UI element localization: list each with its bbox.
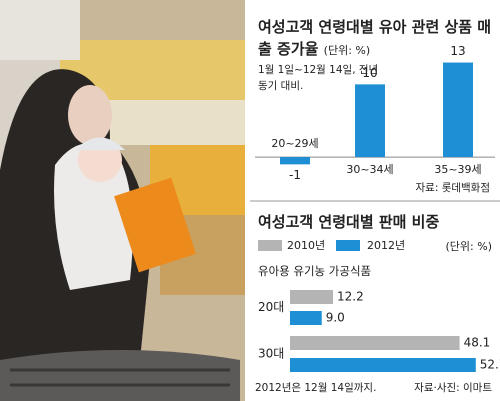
bar — [290, 336, 460, 350]
category-label: 30대 — [258, 347, 284, 361]
category-label: 30~34세 — [346, 163, 393, 176]
value-label: -1 — [289, 168, 301, 182]
chart-title: 여성고객 연령대별 판매 비중 — [258, 213, 440, 231]
legend-label: 2010년 — [287, 239, 325, 252]
category-label: 35~39세 — [434, 163, 481, 176]
category-label: 20~29세 — [271, 137, 318, 150]
value-label: 9.0 — [326, 311, 345, 325]
bar — [290, 290, 334, 304]
title-text: 여성고객 연령대별 유아 관련 상품 매출 증가율 — [258, 18, 492, 58]
source: 자료: 롯데백화점 — [415, 182, 491, 194]
note: 2012년은 12월 14일까지. — [255, 382, 377, 394]
legend-swatch — [258, 240, 282, 251]
legend-swatch — [336, 240, 360, 251]
value-label: 52.7 — [480, 358, 500, 372]
value-label: 10 — [362, 66, 377, 80]
bar — [355, 84, 385, 158]
bar — [280, 157, 310, 165]
bar — [290, 358, 476, 372]
unit: (단위: %) — [445, 240, 492, 253]
chart-title: 여성고객 연령대별 유아 관련 상품 매출 증가율 (단위: %) — [258, 16, 494, 62]
value-label: 12.2 — [337, 290, 364, 304]
value-label: 48.1 — [464, 336, 491, 350]
unit: (단위: %) — [323, 44, 371, 57]
value-label: 13 — [450, 44, 465, 58]
category-label: 20대 — [258, 300, 284, 314]
subtitle: 유아용 유기농 가공식품 — [258, 264, 372, 278]
photo — [0, 0, 245, 401]
divider — [250, 200, 500, 202]
legend-label: 2012년 — [367, 239, 405, 252]
bar — [290, 311, 322, 325]
source: 자료·사진: 이마트 — [414, 382, 492, 394]
subtitle: 1월 1일~12월 14일, 전년 동기 대비. — [258, 64, 379, 92]
bar — [443, 62, 473, 158]
